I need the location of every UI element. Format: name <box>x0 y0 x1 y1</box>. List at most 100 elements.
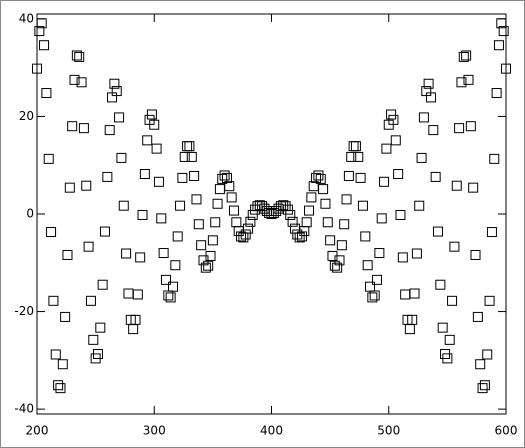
point <box>414 200 425 211</box>
point <box>456 77 467 88</box>
point <box>343 170 354 181</box>
point <box>423 78 434 89</box>
point <box>50 349 61 360</box>
point <box>78 123 89 134</box>
point <box>118 200 129 211</box>
point <box>83 241 94 252</box>
point <box>425 92 436 103</box>
point <box>379 176 390 187</box>
point <box>60 311 71 322</box>
point <box>374 248 385 259</box>
point <box>186 151 197 162</box>
point <box>207 235 218 246</box>
point <box>88 334 99 345</box>
point <box>95 322 106 333</box>
point <box>205 250 216 261</box>
point <box>135 252 146 263</box>
point <box>74 51 85 62</box>
point <box>67 121 78 132</box>
y-tick-label: 0 <box>26 207 34 221</box>
point <box>177 172 188 183</box>
point <box>36 18 47 29</box>
point <box>62 249 73 260</box>
point <box>175 200 186 211</box>
point <box>168 281 179 292</box>
point <box>336 240 347 251</box>
point <box>320 198 331 209</box>
y-tick-label: 40 <box>19 11 34 25</box>
point <box>53 380 64 391</box>
point <box>301 217 312 228</box>
x-tick-label: 500 <box>377 424 400 438</box>
point <box>418 112 429 123</box>
point <box>463 74 474 85</box>
point <box>287 216 298 227</box>
point <box>158 248 169 259</box>
point <box>149 119 160 130</box>
point <box>151 143 162 154</box>
point <box>193 219 204 230</box>
point <box>160 274 171 285</box>
point <box>325 235 336 246</box>
point <box>381 143 392 154</box>
point <box>142 135 153 146</box>
point <box>165 292 176 303</box>
point <box>367 292 378 303</box>
point <box>369 290 380 301</box>
point <box>449 241 460 252</box>
point <box>64 182 75 193</box>
point <box>444 334 455 345</box>
x-tick-label: 400 <box>260 424 283 438</box>
point <box>498 26 509 37</box>
point <box>468 182 479 193</box>
point <box>355 172 366 183</box>
point <box>315 173 326 184</box>
point <box>121 248 132 259</box>
point <box>390 135 401 146</box>
point <box>296 231 307 242</box>
point <box>482 349 493 360</box>
point <box>55 383 66 394</box>
point <box>132 289 143 300</box>
point <box>437 322 448 333</box>
point <box>114 112 125 123</box>
point <box>407 314 418 325</box>
point <box>137 209 148 220</box>
point <box>189 170 200 181</box>
x-tick-label: 300 <box>143 424 166 438</box>
point <box>245 216 256 227</box>
point <box>493 40 504 51</box>
point <box>184 141 195 152</box>
point <box>430 171 441 182</box>
point <box>416 152 427 163</box>
point <box>372 274 383 285</box>
point <box>432 226 443 237</box>
point <box>219 170 230 181</box>
point <box>428 125 439 136</box>
x-tick-label: 600 <box>495 424 518 438</box>
point <box>243 223 254 234</box>
y-tick-label: -40 <box>14 402 34 416</box>
point <box>484 295 495 306</box>
point <box>475 359 486 370</box>
point <box>350 141 361 152</box>
point <box>100 226 111 237</box>
point <box>397 252 408 263</box>
point <box>306 192 317 203</box>
point <box>69 74 80 85</box>
point <box>313 170 324 181</box>
point <box>226 192 237 203</box>
point <box>472 311 483 322</box>
point <box>111 86 122 97</box>
point <box>339 219 350 230</box>
point <box>496 18 507 29</box>
point <box>104 125 115 136</box>
point <box>346 151 357 162</box>
point <box>57 359 68 370</box>
point <box>179 151 190 162</box>
point <box>34 26 45 37</box>
point <box>376 213 387 224</box>
point <box>172 231 183 242</box>
x-tick-label: 200 <box>26 424 49 438</box>
